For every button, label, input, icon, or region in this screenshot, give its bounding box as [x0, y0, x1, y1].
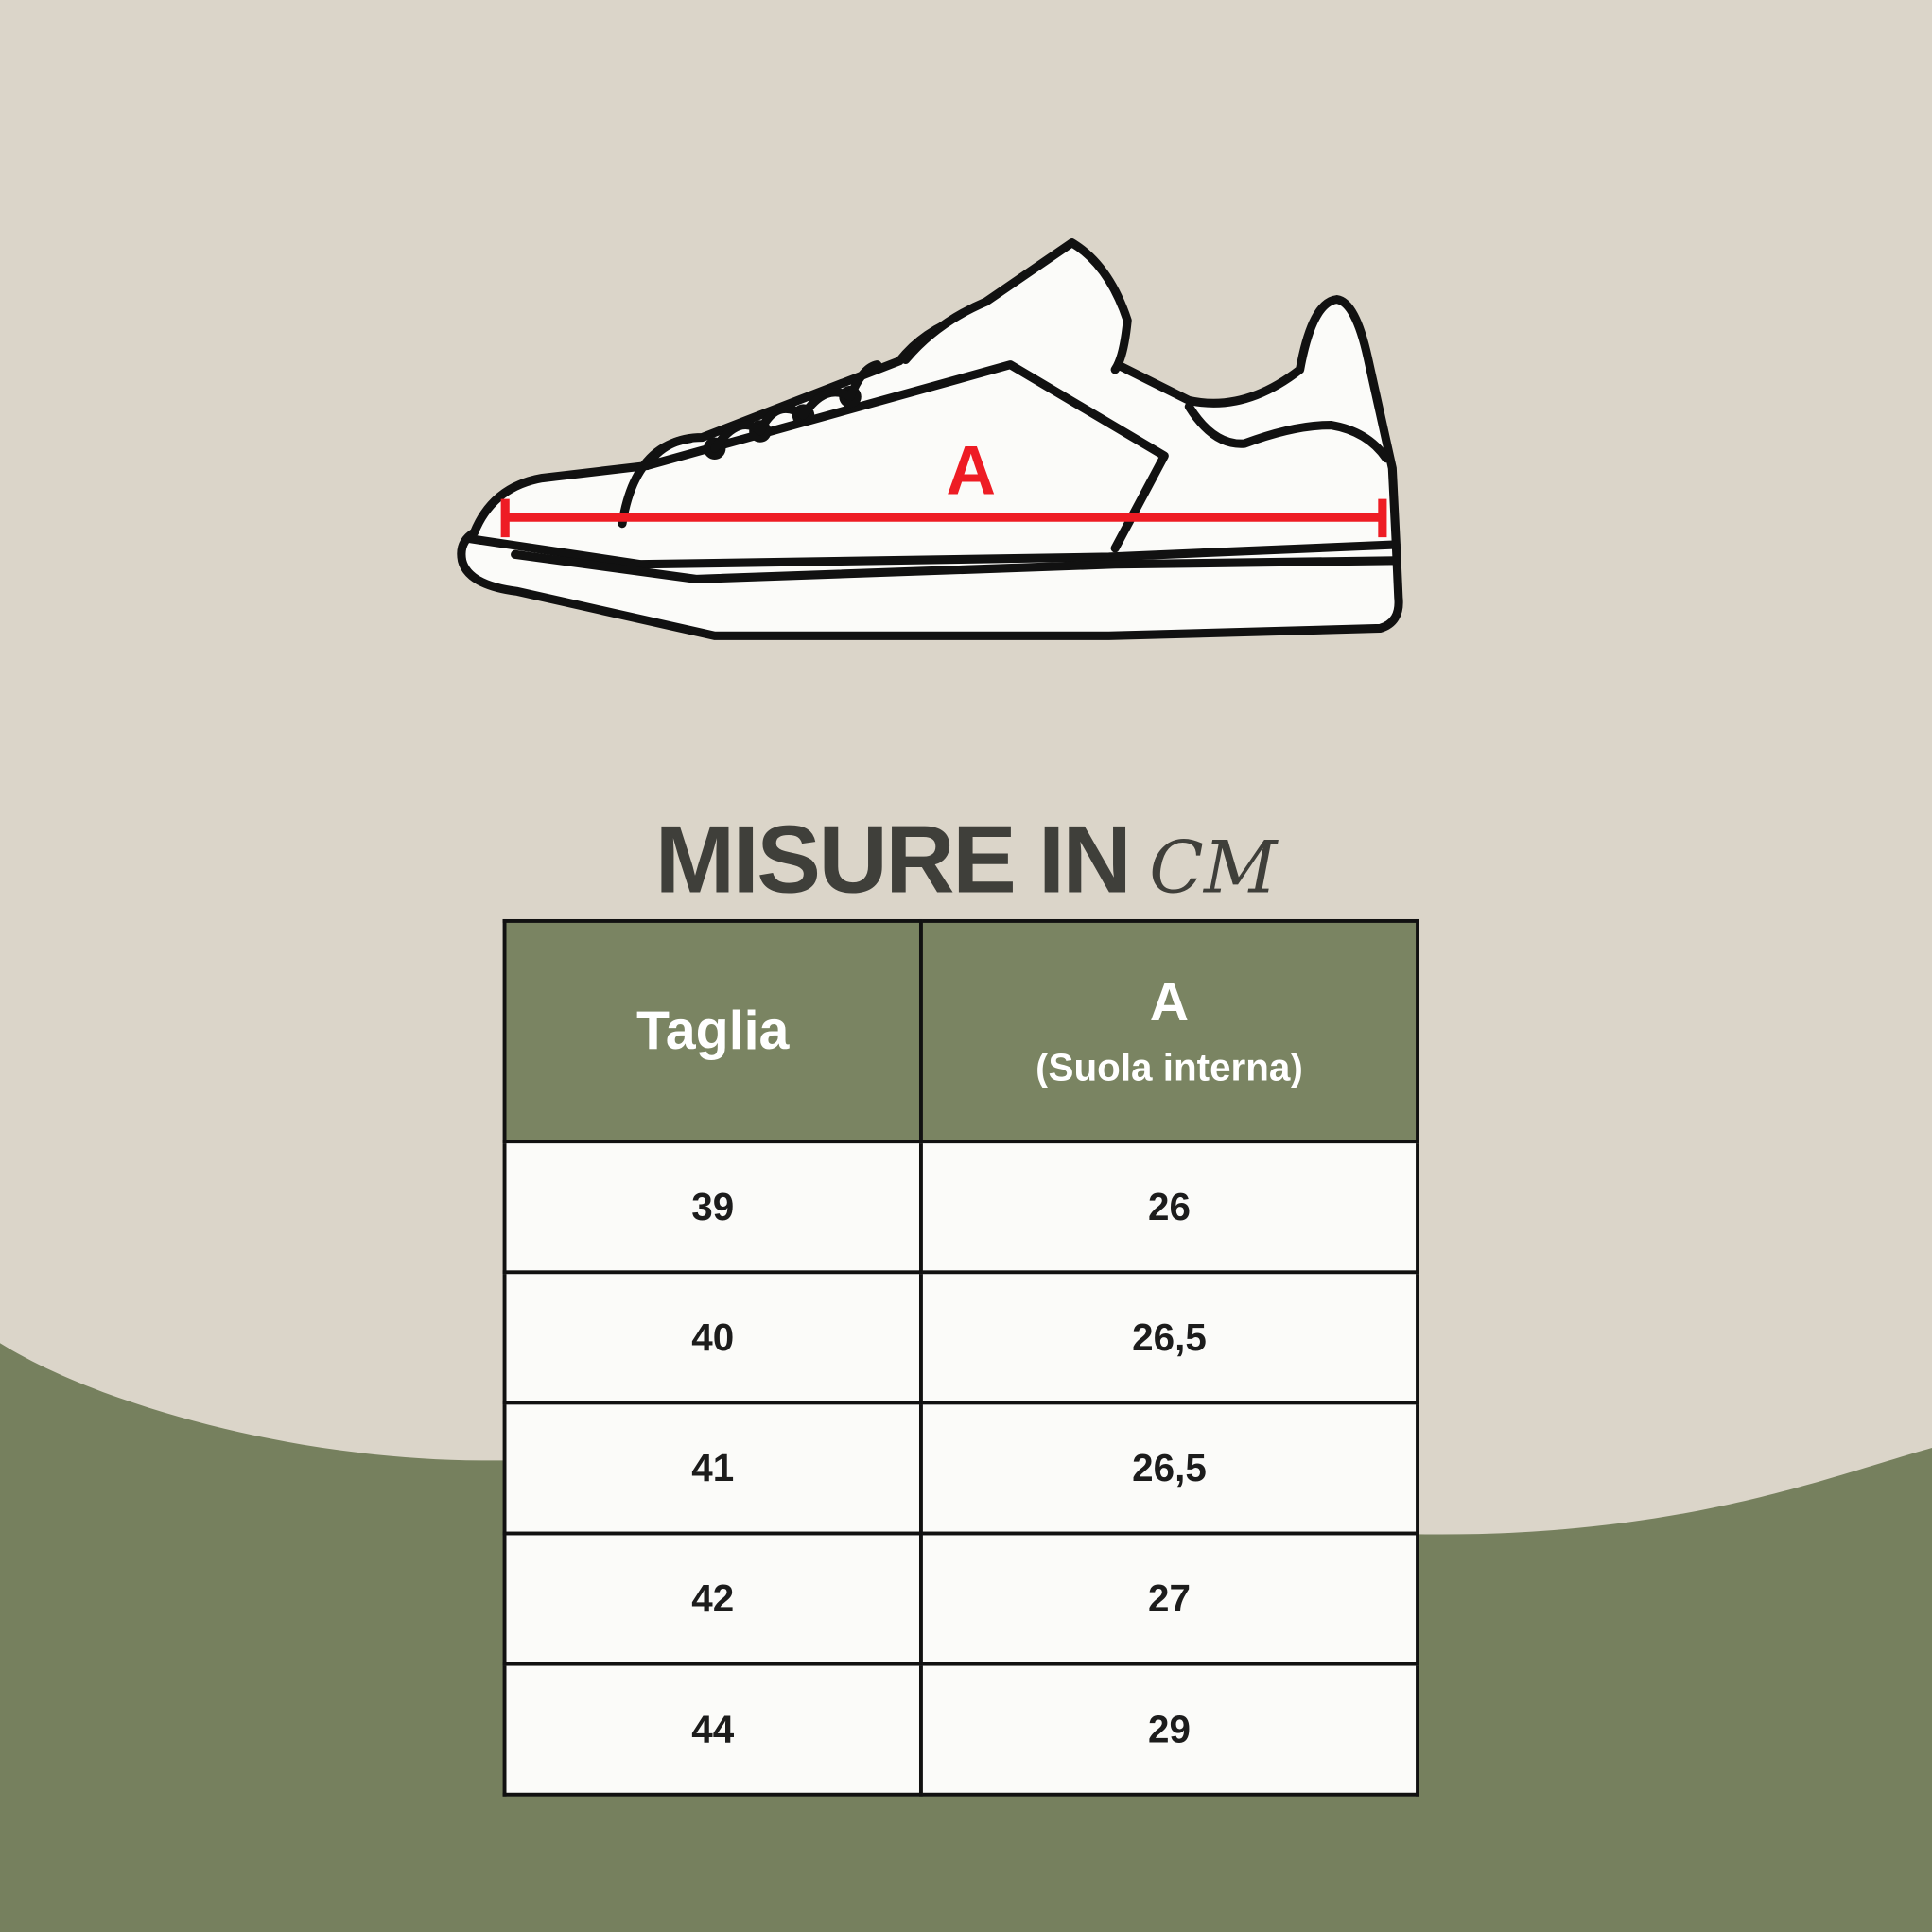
table-row: 44 29 [502, 1662, 1419, 1797]
cell-size: 41 [502, 1401, 923, 1536]
title-main: MISURE IN [654, 804, 1132, 914]
page-title: MISURE IN CM [0, 804, 1932, 916]
header-a-label: A [1149, 972, 1190, 1033]
title-unit: CM [1149, 825, 1278, 910]
table-row: 39 26 [502, 1140, 1419, 1275]
sneaker-illustration [457, 238, 1403, 640]
cell-length: 26 [918, 1140, 1419, 1275]
table-row: 42 27 [502, 1531, 1419, 1666]
header-a-sub: (Suola interna) [1036, 1046, 1303, 1089]
cell-length: 27 [918, 1531, 1419, 1666]
header-taglia: Taglia [502, 918, 923, 1144]
cell-length: 26,5 [918, 1401, 1419, 1536]
header-a: A (Suola interna) [918, 918, 1419, 1144]
cell-size: 42 [502, 1531, 923, 1666]
cell-length: 29 [918, 1662, 1419, 1797]
measure-label: A [946, 432, 996, 509]
cell-size: 44 [502, 1662, 923, 1797]
table-row: 40 26,5 [502, 1270, 1419, 1405]
cell-size: 39 [502, 1140, 923, 1275]
cell-length: 26,5 [918, 1270, 1419, 1405]
cell-size: 40 [502, 1270, 923, 1405]
table-row: 41 26,5 [502, 1401, 1419, 1536]
size-table: Taglia A (Suola interna) 39 26 40 26,5 41 2… [502, 918, 1419, 1797]
table-header-row: Taglia A (Suola interna) [502, 918, 1419, 1144]
measure-line-a [500, 498, 1387, 538]
